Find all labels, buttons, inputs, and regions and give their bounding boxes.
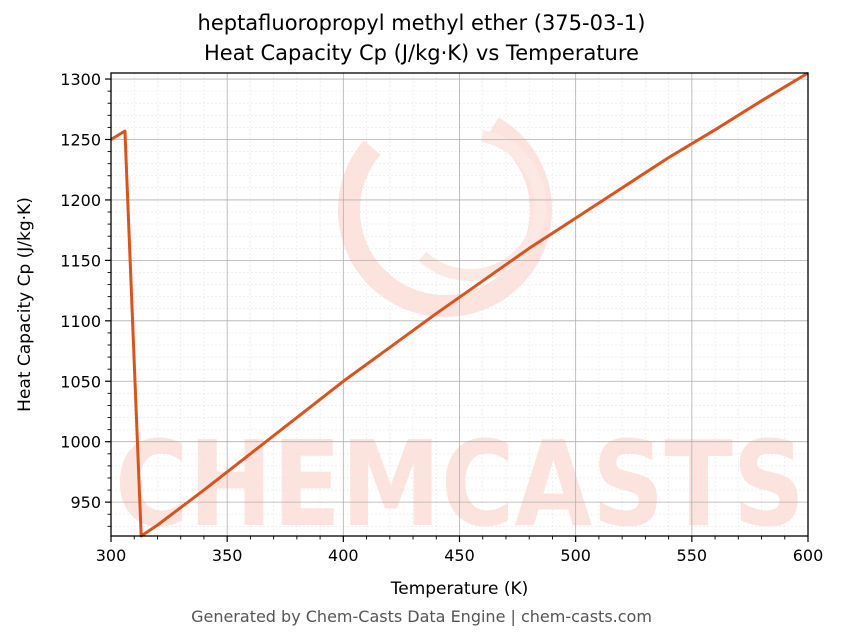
y-tick-labels: 950 1000 1050 1100 1150 1200 1250 1300: [60, 70, 101, 512]
y-tick-label: 1100: [60, 312, 101, 331]
series-line-0: [110, 71, 809, 538]
y-tick-label: 1150: [60, 251, 101, 270]
x-tick-label: 500: [560, 546, 591, 565]
chart-title: heptafluoropropyl methyl ether (375-03-1…: [197, 11, 646, 35]
y-tick-label: 950: [70, 493, 101, 512]
watermark-logo: CHEMCASTS: [115, 103, 805, 553]
chart-subtitle: Heat Capacity Cp (J/kg·K) vs Temperature: [204, 41, 639, 65]
x-tick-label: 550: [677, 546, 708, 565]
watermark-text: CHEMCASTS: [115, 415, 805, 553]
watermark-swirl-inner: [394, 129, 546, 281]
watermark-swirl: [338, 103, 552, 317]
x-axis-label: Temperature (K): [390, 579, 529, 599]
x-tick-label: 600: [793, 546, 824, 565]
y-tick-label: 1250: [60, 130, 101, 149]
x-tick-labels: 300 350 400 450 500 550 600: [96, 546, 824, 565]
y-tick-label: 1000: [60, 433, 101, 452]
y-tick-label: 1050: [60, 372, 101, 391]
series-layer: [110, 71, 809, 538]
y-tick-label: 1300: [60, 70, 101, 89]
x-tick-label: 400: [328, 546, 359, 565]
y-tick-label: 1200: [60, 191, 101, 210]
x-tick-label: 450: [444, 546, 475, 565]
x-tick-label: 350: [212, 546, 243, 565]
tick-marks: [105, 78, 809, 542]
footer-credit: Generated by Chem-Casts Data Engine | ch…: [191, 607, 652, 626]
y-axis-label: Heat Capacity Cp (J/kg·K): [15, 197, 35, 412]
x-tick-label: 300: [96, 546, 127, 565]
